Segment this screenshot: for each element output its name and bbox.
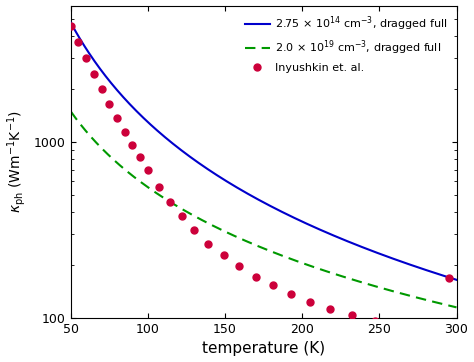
Line: 2.0 $\times$ 10$^{19}$ cm$^{-3}$, dragged full: 2.0 $\times$ 10$^{19}$ cm$^{-3}$, dragge… (71, 111, 456, 307)
Inyushkin et. al. (446, 275, 452, 280)
Inyushkin et. al. (99, 87, 104, 92)
Inyushkin et. al. (349, 313, 355, 317)
Legend: 2.75 $\times$ 10$^{14}$ cm$^{-3}$, dragged full, 2.0 $\times$ 10$^{19}$ cm$^{-3}: 2.75 $\times$ 10$^{14}$ cm$^{-3}$, dragg… (242, 11, 451, 76)
Inyushkin et. al. (129, 143, 135, 147)
2.0 $\times$ 10$^{19}$ cm$^{-3}$, dragged full (454, 305, 459, 310)
2.75 $\times$ 10$^{14}$ cm$^{-3}$, dragged full (68, 20, 73, 25)
X-axis label: temperature (K): temperature (K) (202, 341, 325, 357)
Line: 2.75 $\times$ 10$^{14}$ cm$^{-3}$, dragged full: 2.75 $\times$ 10$^{14}$ cm$^{-3}$, dragg… (71, 22, 456, 280)
2.75 $\times$ 10$^{14}$ cm$^{-3}$, dragged full (251, 195, 257, 199)
2.75 $\times$ 10$^{14}$ cm$^{-3}$, dragged full (254, 196, 259, 201)
Inyushkin et. al. (114, 115, 120, 120)
Inyushkin et. al. (289, 292, 294, 296)
2.0 $\times$ 10$^{19}$ cm$^{-3}$, dragged full (298, 260, 303, 265)
Inyushkin et. al. (327, 307, 333, 311)
2.75 $\times$ 10$^{14}$ cm$^{-3}$, dragged full (277, 209, 283, 213)
Inyushkin et. al. (205, 241, 211, 246)
2.75 $\times$ 10$^{14}$ cm$^{-3}$, dragged full (445, 275, 450, 279)
2.0 $\times$ 10$^{19}$ cm$^{-3}$, dragged full (277, 252, 283, 257)
2.75 $\times$ 10$^{14}$ cm$^{-3}$, dragged full (298, 219, 303, 223)
Inyushkin et. al. (419, 330, 425, 334)
Inyushkin et. al. (68, 24, 73, 28)
Inyushkin et. al. (83, 56, 89, 60)
Inyushkin et. al. (253, 274, 259, 279)
Inyushkin et. al. (167, 199, 173, 204)
Inyushkin et. al. (236, 264, 242, 269)
Inyushkin et. al. (191, 228, 197, 233)
Line: Inyushkin et. al.: Inyushkin et. al. (67, 22, 452, 336)
Inyushkin et. al. (91, 72, 97, 76)
Y-axis label: $\kappa_{\rm ph}$ (Wm$^{-1}$K$^{-1}$): $\kappa_{\rm ph}$ (Wm$^{-1}$K$^{-1}$) (6, 110, 28, 213)
Inyushkin et. al. (270, 283, 276, 287)
Inyushkin et. al. (221, 253, 227, 257)
Inyushkin et. al. (137, 155, 143, 160)
Inyushkin et. al. (372, 319, 378, 323)
Inyushkin et. al. (179, 214, 185, 218)
2.0 $\times$ 10$^{19}$ cm$^{-3}$, dragged full (445, 303, 450, 307)
Inyushkin et. al. (307, 300, 313, 304)
Inyushkin et. al. (156, 184, 162, 189)
Inyushkin et. al. (395, 325, 401, 329)
Inyushkin et. al. (107, 101, 112, 106)
2.0 $\times$ 10$^{19}$ cm$^{-3}$, dragged full (251, 242, 257, 247)
2.0 $\times$ 10$^{19}$ cm$^{-3}$, dragged full (68, 109, 73, 114)
Inyushkin et. al. (145, 167, 151, 172)
2.0 $\times$ 10$^{19}$ cm$^{-3}$, dragged full (384, 287, 390, 292)
Inyushkin et. al. (122, 130, 128, 134)
2.75 $\times$ 10$^{14}$ cm$^{-3}$, dragged full (384, 254, 390, 258)
Inyushkin et. al. (76, 40, 82, 45)
2.75 $\times$ 10$^{14}$ cm$^{-3}$, dragged full (454, 278, 459, 282)
2.0 $\times$ 10$^{19}$ cm$^{-3}$, dragged full (254, 243, 259, 248)
